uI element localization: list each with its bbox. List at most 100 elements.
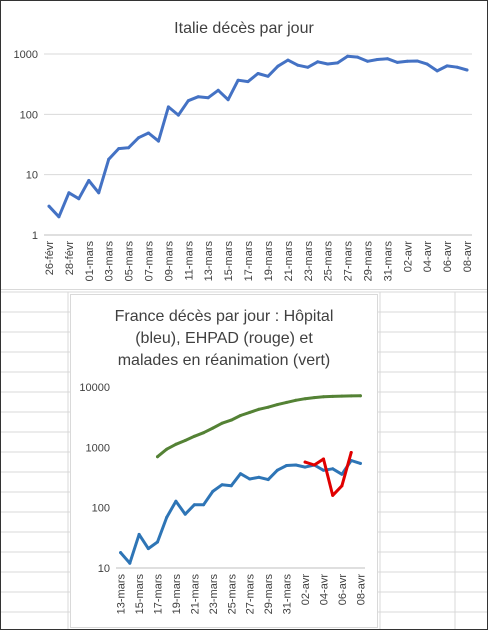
data-point <box>322 395 325 399</box>
data-point <box>97 191 101 195</box>
x-tick-label: 08-avr <box>355 574 367 606</box>
data-point <box>349 394 353 398</box>
data-point <box>174 442 178 446</box>
x-tick-label: 08-avr <box>462 241 474 273</box>
data-point <box>211 426 215 430</box>
x-tick-label: 27-mars <box>343 241 355 282</box>
data-point <box>285 400 289 404</box>
chart-area <box>0 0 488 290</box>
data-point <box>306 65 310 69</box>
data-point <box>331 493 335 497</box>
data-point <box>239 472 242 476</box>
data-point <box>183 439 187 442</box>
data-point <box>266 478 270 482</box>
france-deaths-chart: France décès par jour : Hôpital (bleu), E… <box>70 294 378 628</box>
y-tick-label: 10 <box>26 170 38 182</box>
x-tick-label: 19-mars <box>171 574 183 615</box>
x-tick-label: 06-avr <box>337 574 349 606</box>
data-point <box>166 105 170 109</box>
chart-title: malades en réanimation (vert) <box>118 352 331 369</box>
x-tick-label: 04-avr <box>422 241 434 273</box>
data-point <box>322 457 325 461</box>
data-point <box>312 463 316 467</box>
data-point <box>206 96 210 100</box>
data-point <box>256 72 260 75</box>
data-point <box>226 98 230 102</box>
data-point <box>156 540 159 544</box>
x-tick-label: 28-févr <box>64 241 76 276</box>
data-point <box>445 64 449 68</box>
data-point <box>346 54 350 58</box>
data-point <box>331 467 335 471</box>
data-point <box>146 547 150 551</box>
data-point <box>276 64 280 68</box>
x-tick-label: 02-avr <box>300 574 312 606</box>
x-tick-label: 15-mars <box>223 241 235 282</box>
data-point <box>340 484 344 488</box>
data-point <box>128 561 132 565</box>
data-point <box>248 410 252 414</box>
data-point <box>266 74 270 78</box>
data-point <box>455 65 459 69</box>
x-tick-label: 04-avr <box>319 574 331 606</box>
data-point <box>275 403 279 407</box>
x-tick-label: 03-mars <box>104 241 116 282</box>
chart-title: France décès par jour : Hôpital <box>115 308 334 325</box>
data-point <box>119 551 123 555</box>
x-tick-label: 23-mars <box>208 574 220 615</box>
data-point <box>183 512 187 516</box>
data-point <box>465 68 469 72</box>
data-point <box>248 477 252 481</box>
x-tick-label: 05-mars <box>124 241 136 282</box>
data-point <box>186 99 190 103</box>
data-point <box>174 499 178 503</box>
y-tick-label: 100 <box>20 109 38 121</box>
data-point <box>156 455 159 459</box>
data-point <box>202 503 206 507</box>
data-point <box>296 63 300 67</box>
data-point <box>336 61 340 65</box>
data-point <box>366 59 369 63</box>
data-point <box>425 62 429 66</box>
data-point <box>286 58 290 62</box>
data-point <box>87 179 91 182</box>
x-tick-label: 29-mars <box>263 574 275 615</box>
data-point <box>358 461 362 465</box>
data-point <box>340 472 344 476</box>
data-point <box>147 131 150 135</box>
x-tick-label: 25-mars <box>226 574 238 615</box>
data-point <box>202 431 206 435</box>
data-point <box>229 484 233 488</box>
data-point <box>137 532 141 536</box>
data-point <box>165 447 169 451</box>
data-point <box>246 80 250 84</box>
x-tick-label: 21-mars <box>189 574 201 615</box>
x-tick-label: 21-mars <box>283 241 295 282</box>
data-point <box>326 62 330 66</box>
data-point <box>294 463 298 467</box>
data-point <box>236 78 240 82</box>
data-point <box>356 55 359 59</box>
series-line-1 <box>303 451 353 497</box>
x-tick-label: 26-févr <box>44 241 56 276</box>
x-tick-label: 02-avr <box>402 241 414 273</box>
data-point <box>375 58 379 61</box>
y-tick-label: 10000 <box>79 382 110 394</box>
data-point <box>303 397 307 401</box>
data-point <box>435 69 439 73</box>
x-tick-label: 27-mars <box>245 574 257 615</box>
x-tick-label: 31-mars <box>382 241 394 282</box>
data-point <box>239 414 242 417</box>
y-tick-label: 1 <box>32 230 38 242</box>
x-tick-label: 09-mars <box>163 241 175 282</box>
data-point <box>349 451 353 454</box>
data-point <box>322 468 325 472</box>
y-tick-label: 1000 <box>86 442 110 454</box>
data-point <box>285 464 289 467</box>
data-point <box>77 197 81 201</box>
data-point <box>303 465 307 469</box>
data-point <box>257 475 261 479</box>
data-point <box>331 394 335 398</box>
x-tick-label: 17-mars <box>153 574 165 615</box>
